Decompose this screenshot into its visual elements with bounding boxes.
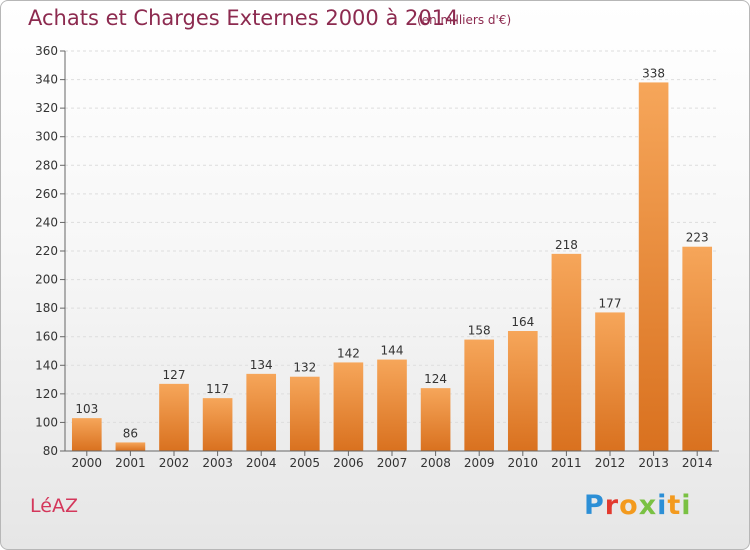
bar-2002 xyxy=(159,383,189,451)
bar-2008 xyxy=(420,388,451,451)
y-tick-label: 140 xyxy=(35,358,58,372)
x-tick-label-2013: 2013 xyxy=(638,456,669,470)
bar-2005 xyxy=(289,376,320,451)
data-label-2013: 338 xyxy=(642,66,665,80)
bar-2007 xyxy=(377,359,407,451)
y-tick-label: 80 xyxy=(43,444,58,458)
bar-2010 xyxy=(507,331,538,451)
x-tick-label-2010: 2010 xyxy=(508,456,539,470)
data-label-2005: 132 xyxy=(293,361,316,375)
data-label-2007: 144 xyxy=(381,344,404,358)
data-label-2009: 158 xyxy=(468,324,491,338)
bar-2013 xyxy=(638,82,669,451)
data-label-2002: 127 xyxy=(163,368,186,382)
x-tick-label-2004: 2004 xyxy=(246,456,277,470)
y-tick-label: 160 xyxy=(35,330,58,344)
data-label-2003: 117 xyxy=(206,382,229,396)
x-axis: 2000 2001 2002 2003 2004 2005 2006 2007 2008 2009… xyxy=(65,450,719,470)
data-label-2008: 124 xyxy=(424,372,447,386)
data-label-2010: 164 xyxy=(511,315,534,329)
bar-2014 xyxy=(682,246,713,451)
bar-2003 xyxy=(202,398,233,451)
y-tick-label: 240 xyxy=(35,215,58,229)
y-tick-label: 200 xyxy=(35,273,58,287)
chart-unit: (en milliers d'€) xyxy=(417,13,512,27)
y-tick-label: 340 xyxy=(35,73,58,87)
y-tick-label: 100 xyxy=(35,415,58,429)
y-tick-label: 280 xyxy=(35,158,58,172)
x-tick-label-2009: 2009 xyxy=(464,456,495,470)
data-label-2014: 223 xyxy=(686,231,709,245)
y-tick-label: 180 xyxy=(35,301,58,315)
x-tick-label-2011: 2011 xyxy=(551,456,582,470)
data-label-2001: 86 xyxy=(123,426,138,440)
x-tick-label-2007: 2007 xyxy=(377,456,408,470)
data-label-2000: 103 xyxy=(75,402,98,416)
y-tick-label: 360 xyxy=(35,44,58,58)
x-tick-label-2008: 2008 xyxy=(420,456,451,470)
bar-2004 xyxy=(246,373,277,451)
bar-2011 xyxy=(551,253,582,451)
x-tick-label-2000: 2000 xyxy=(72,456,103,470)
data-label-2004: 134 xyxy=(250,358,273,372)
data-label-2011: 218 xyxy=(555,238,578,252)
bars: 103 86 127 117 134 132 142 144 124 158 164 218 177 33… xyxy=(71,66,713,451)
data-label-2006: 142 xyxy=(337,346,360,360)
bar-2012 xyxy=(595,312,625,451)
y-tick-label: 120 xyxy=(35,387,58,401)
bar-2006 xyxy=(333,362,364,451)
proxiti-logo[interactable]: Proxiti xyxy=(584,490,692,521)
chart-title: Achats et Charges Externes 2000 à 2014 xyxy=(28,6,459,30)
x-tick-label-2003: 2003 xyxy=(202,456,233,470)
x-tick-label-2002: 2002 xyxy=(159,456,190,470)
x-tick-label-2005: 2005 xyxy=(290,456,321,470)
bar-2000 xyxy=(71,418,102,451)
y-tick-label: 220 xyxy=(35,244,58,258)
x-tick-label-2006: 2006 xyxy=(333,456,364,470)
town-name: LéAZ xyxy=(30,495,78,517)
bar-2009 xyxy=(464,339,495,451)
x-tick-label-2001: 2001 xyxy=(115,456,146,470)
data-label-2012: 177 xyxy=(599,296,622,310)
y-tick-label: 260 xyxy=(35,187,58,201)
x-tick-label-2012: 2012 xyxy=(595,456,626,470)
bar-2001 xyxy=(115,442,146,451)
y-tick-label: 320 xyxy=(35,101,58,115)
y-tick-label: 300 xyxy=(35,130,58,144)
x-tick-label-2014: 2014 xyxy=(682,456,713,470)
y-axis: 80 100 120 140 160 180 200 220 240 260 280 300 320 34… xyxy=(35,44,66,458)
